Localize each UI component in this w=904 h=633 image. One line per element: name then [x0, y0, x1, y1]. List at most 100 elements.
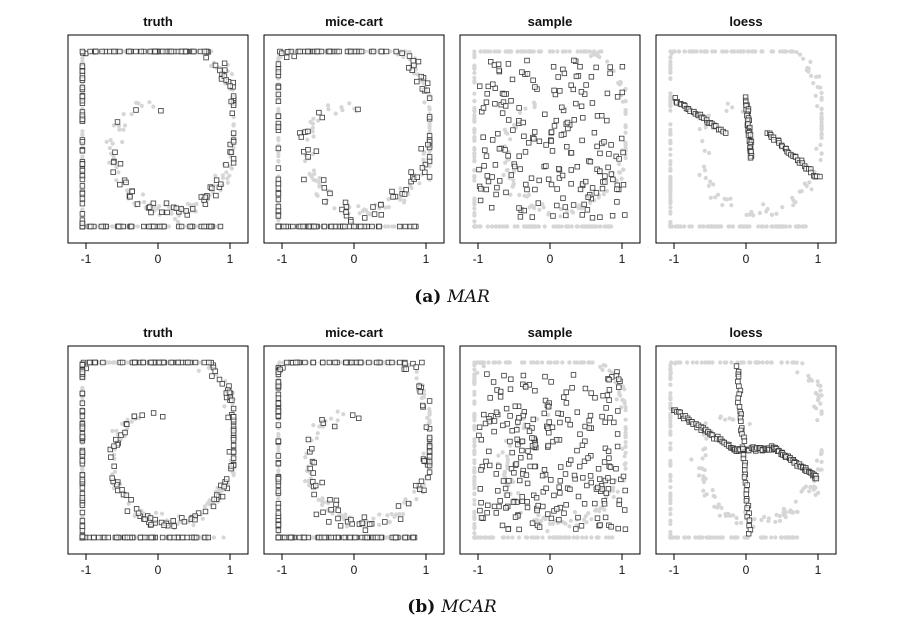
observed-point — [814, 146, 819, 151]
imputed-point — [477, 486, 483, 492]
observed-point — [819, 132, 824, 137]
observed-point — [414, 369, 419, 374]
observed-point — [668, 122, 673, 127]
imputed-point — [493, 409, 500, 415]
imputed-point — [519, 494, 525, 500]
imputed-point — [546, 429, 552, 436]
imputed-point — [604, 90, 611, 97]
imputed-point — [483, 99, 490, 105]
imputed-point — [578, 523, 585, 529]
imputed-point — [489, 174, 495, 180]
observed-point — [668, 70, 673, 75]
imputed-point — [109, 475, 115, 481]
observed-point — [563, 521, 568, 526]
imputed-point — [320, 359, 326, 366]
imputed-point — [408, 169, 414, 175]
observed-point — [616, 161, 622, 167]
imputed-point — [79, 471, 86, 478]
imputed-point — [481, 411, 487, 418]
imputed-point — [532, 441, 539, 448]
observed-point — [668, 220, 673, 225]
imputed-point — [230, 437, 237, 443]
observed-point — [502, 469, 507, 474]
imputed-point — [110, 169, 116, 175]
imputed-point — [369, 223, 375, 230]
imputed-point — [79, 390, 86, 396]
observed-point — [668, 472, 673, 477]
imputed-point — [614, 443, 621, 450]
observed-point — [668, 401, 673, 406]
imputed-point — [571, 117, 577, 123]
observed-point — [472, 134, 477, 140]
imputed-point — [584, 482, 590, 489]
imputed-point — [568, 150, 575, 156]
imputed-point — [326, 519, 332, 525]
imputed-point — [587, 473, 594, 479]
imputed-point — [553, 117, 559, 124]
observed-point — [790, 49, 795, 54]
imputed-point — [518, 454, 524, 461]
imputed-point — [501, 91, 507, 97]
observed-point — [503, 49, 508, 54]
imputed-point — [567, 421, 573, 428]
observed-point — [116, 170, 121, 175]
imputed-point — [605, 475, 611, 481]
imputed-point — [603, 405, 609, 411]
observed-point — [540, 535, 545, 540]
imputed-point — [305, 128, 311, 135]
imputed-point — [512, 403, 518, 409]
observed-point — [343, 512, 348, 517]
imputed-point — [142, 534, 148, 541]
imputed-point — [550, 213, 556, 219]
observed-point — [501, 172, 506, 178]
imputed-point — [219, 493, 226, 500]
imputed-point — [159, 413, 166, 420]
imputed-point — [192, 517, 198, 523]
observed-point — [729, 360, 734, 365]
imputed-point — [335, 507, 341, 513]
observed-point — [114, 165, 119, 170]
observed-point — [787, 509, 792, 514]
observed-point — [711, 493, 716, 498]
observed-point — [367, 212, 372, 217]
observed-point — [140, 192, 146, 197]
observed-point — [567, 360, 572, 365]
observed-point — [472, 55, 477, 60]
observed-point — [532, 206, 537, 211]
observed-point — [478, 535, 483, 540]
imputed-point — [275, 522, 282, 528]
observed-point — [592, 52, 597, 57]
imputed-point — [483, 186, 489, 193]
imputed-point — [588, 390, 594, 396]
imputed-point — [159, 48, 166, 55]
observed-point — [526, 224, 531, 229]
observed-point — [702, 467, 707, 473]
observed-point — [620, 167, 626, 172]
observed-point — [595, 535, 600, 540]
imputed-point — [79, 502, 86, 508]
imputed-point — [602, 173, 608, 179]
imputed-point — [178, 223, 185, 230]
imputed-point — [613, 465, 619, 472]
imputed-point — [132, 359, 138, 366]
observed-point — [668, 478, 673, 483]
imputed-point — [504, 492, 510, 498]
imputed-point — [497, 394, 504, 400]
observed-point — [472, 492, 477, 497]
observed-point — [718, 415, 723, 420]
imputed-point — [128, 496, 134, 503]
observed-point — [517, 110, 523, 115]
imputed-point — [311, 223, 317, 230]
observed-point — [427, 105, 432, 110]
observed-point — [398, 186, 403, 191]
imputed-point — [509, 76, 516, 83]
observed-point — [427, 411, 432, 416]
imputed-point — [490, 379, 497, 385]
observed-point — [472, 362, 477, 367]
imputed-point — [405, 65, 412, 71]
observed-point — [521, 49, 526, 54]
imputed-point — [275, 91, 282, 98]
observed-point — [668, 506, 673, 511]
imputed-point — [402, 223, 408, 230]
imputed-point — [615, 525, 621, 532]
